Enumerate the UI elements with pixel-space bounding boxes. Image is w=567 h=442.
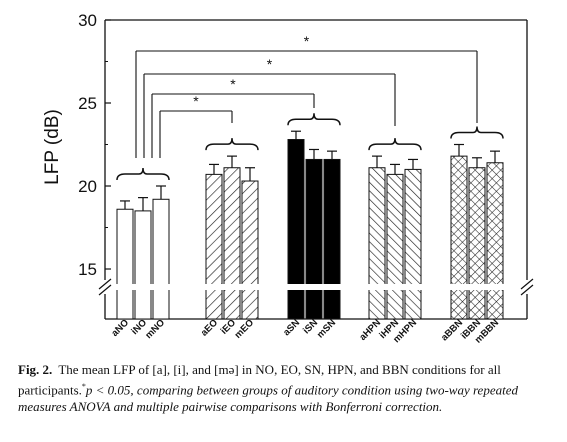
bar-aBBN <box>450 155 468 320</box>
y-tick-label: 20 <box>78 177 97 196</box>
bar-aNO <box>116 208 134 320</box>
axis-break-mark <box>520 278 534 290</box>
y-axis-label: LFP (dB) <box>42 109 63 185</box>
bar-iEO <box>223 167 241 320</box>
bar-iSN <box>305 158 323 320</box>
bar-iNO <box>134 210 152 320</box>
x-tick-label: aNO <box>110 317 132 339</box>
bar-aHPN <box>368 167 386 320</box>
caption-text-2: p < 0.05, comparing between groups of au… <box>18 382 518 415</box>
figure-caption: Fig. 2. The mean LFP of [a], [i], and [mə… <box>18 361 553 415</box>
caption-sup: * <box>81 382 86 391</box>
bar-mSN <box>323 158 341 320</box>
x-tick-label: mSN <box>315 317 338 340</box>
y-tick-label: 30 <box>78 11 97 30</box>
significance-star: * <box>304 33 310 49</box>
group-brace <box>116 167 170 181</box>
axis-break-mark <box>520 284 534 296</box>
group-brace <box>205 138 259 151</box>
group-brace <box>287 113 341 126</box>
bar-mEO <box>241 180 259 320</box>
x-tick-label: aEO <box>199 317 220 338</box>
bar-iBBN <box>468 167 486 320</box>
bar-aSN <box>287 139 305 320</box>
y-tick-label: 25 <box>78 94 97 113</box>
bar-iHPN <box>386 173 404 320</box>
group-brace <box>368 138 422 151</box>
significance-star: * <box>193 93 199 109</box>
caption-text-1: The mean LFP of [a], [i], and [mə] in NO… <box>18 362 501 398</box>
bar-mBBN <box>486 162 504 320</box>
x-tick-label: aSN <box>281 317 302 338</box>
x-tick-label: mEO <box>233 317 256 340</box>
significance-star: * <box>267 56 273 72</box>
group-brace <box>450 126 504 139</box>
caption-lead: Fig. 2. <box>18 362 53 377</box>
x-tick-label: mNO <box>143 317 167 341</box>
axis-break-band <box>104 284 528 290</box>
axis-break-mark <box>98 278 112 290</box>
y-tick-label: 15 <box>78 260 97 279</box>
significance-star: * <box>230 76 236 92</box>
bar-aEO <box>205 173 223 320</box>
bar-mHPN <box>404 168 422 320</box>
axis-break-mark <box>98 284 112 296</box>
bar-mNO <box>152 198 170 320</box>
